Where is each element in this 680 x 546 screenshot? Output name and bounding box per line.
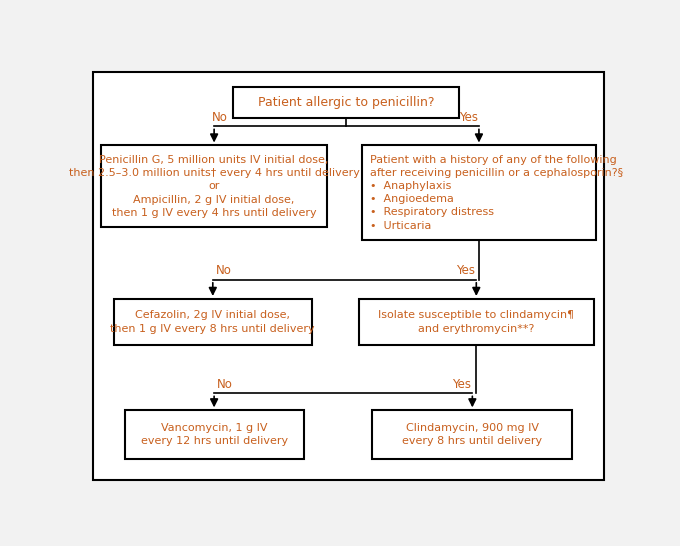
Bar	[124, 410, 304, 459]
Text: Isolate susceptible to clindamycin¶
and erythromycin**?: Isolate susceptible to clindamycin¶ and …	[378, 310, 575, 334]
Text: Cefazolin, 2g IV initial dose,
then 1 g IV every 8 hrs until delivery: Cefazolin, 2g IV initial dose, then 1 g …	[110, 310, 315, 334]
Text: Clindamycin, 900 mg IV
every 8 hrs until delivery: Clindamycin, 900 mg IV every 8 hrs until…	[403, 423, 543, 446]
Bar	[362, 145, 596, 240]
Bar	[372, 410, 573, 459]
Text: Yes: Yes	[459, 111, 478, 124]
Text: Yes: Yes	[456, 264, 475, 277]
Text: No: No	[211, 111, 227, 124]
Text: No: No	[217, 378, 233, 391]
Text: No: No	[216, 264, 231, 277]
Bar	[101, 145, 327, 227]
Bar	[359, 299, 594, 345]
Text: Patient allergic to penicillin?: Patient allergic to penicillin?	[258, 96, 434, 109]
Bar	[114, 299, 311, 345]
Text: Penicillin G, 5 million units IV initial dose,
then 2.5–3.0 million units† every: Penicillin G, 5 million units IV initial…	[69, 155, 360, 218]
Text: Vancomycin, 1 g IV
every 12 hrs until delivery: Vancomycin, 1 g IV every 12 hrs until de…	[141, 423, 288, 446]
Text: Yes: Yes	[452, 378, 471, 391]
Text: Patient with a history of any of the following
after receiving penicillin or a c: Patient with a history of any of the fol…	[370, 155, 623, 231]
Bar	[233, 86, 459, 118]
